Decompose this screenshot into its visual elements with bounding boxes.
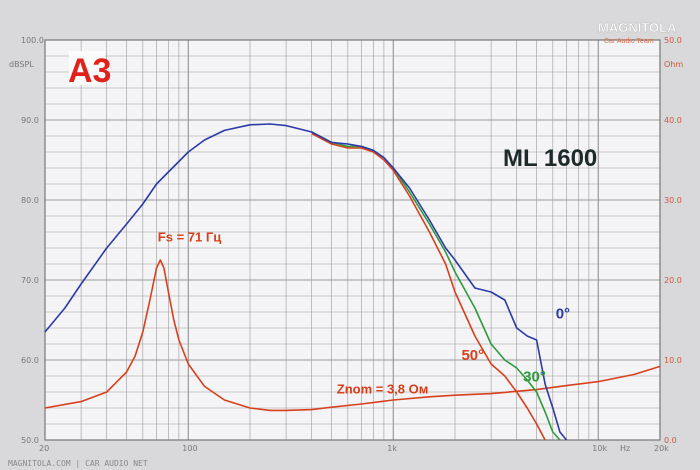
tick-labels: 50.0 60.0 70.0 80.0 90.0 100.0 dBSPL 0.0 10.0 20.… xyxy=(9,36,683,453)
plot-border xyxy=(44,39,661,441)
y-right-tick-label: 0.0 xyxy=(664,436,677,445)
y-right-tick-label: 40.0 xyxy=(664,116,682,125)
y-left-tick-label: 70.0 xyxy=(21,276,39,285)
y-right-tick-label: 50.0 xyxy=(664,36,682,45)
annotation-label: 50° xyxy=(461,347,484,364)
series-layer xyxy=(44,123,661,441)
series-line-50deg xyxy=(311,132,546,441)
y-left-unit-label: dBSPL xyxy=(9,60,34,69)
y-left-tick-label: 90.0 xyxy=(21,116,39,125)
x-tick-label: 20 xyxy=(39,444,49,453)
chart-title: ML 1600 xyxy=(503,145,597,172)
series-line-0deg xyxy=(44,123,568,441)
x-tick-label: 10k xyxy=(592,444,607,453)
x-tick-label: 1k xyxy=(387,444,397,453)
y-left-tick-label: 50.0 xyxy=(21,436,39,445)
y-right-unit-label: Ohm xyxy=(664,60,683,69)
plot-area xyxy=(45,40,660,440)
annotation-label: Znom = 3,8 Ом xyxy=(337,382,429,397)
y-right-tick-label: 20.0 xyxy=(664,276,682,285)
y-left-tick-label: 100.0 xyxy=(21,36,44,45)
annotation-label: 0° xyxy=(556,305,570,322)
watermark-brand: MAGNITOLA xyxy=(598,20,677,35)
x-tick-label: 20k xyxy=(654,444,669,453)
annotations: Fs = 71 Гц Znom = 3,8 Ом 0° 30° 50° xyxy=(158,230,570,397)
watermark-subtitle: Car Audio Team xyxy=(604,38,654,45)
y-left-tick-label: 60.0 xyxy=(21,356,39,365)
x-unit-label: Hz xyxy=(620,444,630,453)
y-left-tick-label: 80.0 xyxy=(21,196,39,205)
series-line-impedance xyxy=(44,259,661,412)
a3-logo-text: A3 xyxy=(68,52,111,90)
annotation-label: Fs = 71 Гц xyxy=(158,230,221,245)
a3-logo: A3 xyxy=(68,51,111,90)
y-right-tick-label: 10.0 xyxy=(664,356,682,365)
x-tick-label: 100 xyxy=(182,444,197,453)
footer-text: MAGNITOLA.COM | CAR AUDIO NET xyxy=(8,459,148,468)
y-right-tick-label: 30.0 xyxy=(664,196,682,205)
annotation-label: 30° xyxy=(523,369,546,386)
grid-lines xyxy=(44,39,661,441)
